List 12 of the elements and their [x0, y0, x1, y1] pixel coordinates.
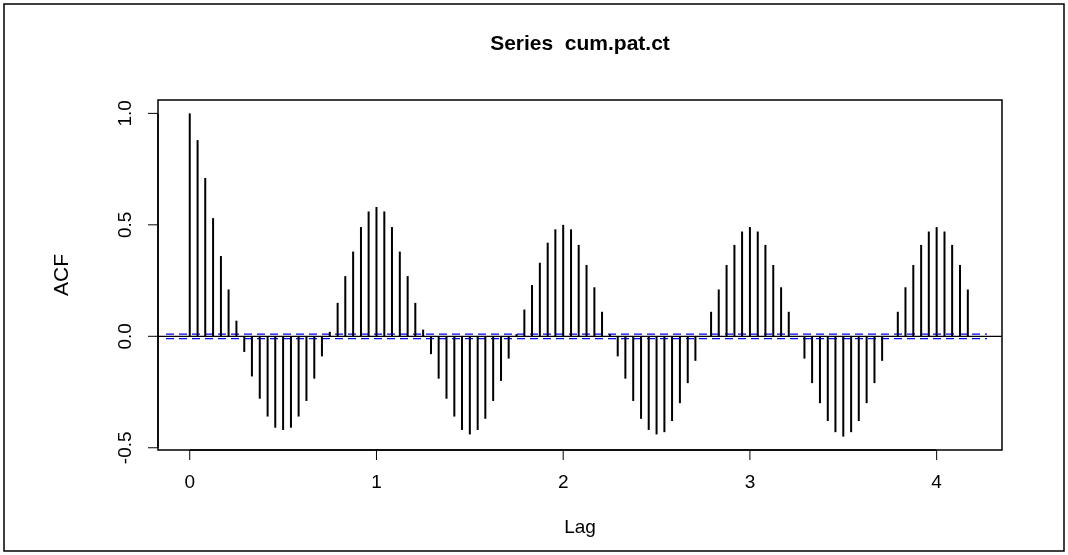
y-tick-label: 0.0: [114, 323, 135, 350]
x-tick-label: 3: [744, 471, 756, 492]
y-axis-title: ACF: [49, 254, 72, 296]
y-tick-label: -0.5: [114, 431, 135, 465]
x-tick-label: 1: [371, 471, 382, 492]
y-tick-label: 0.5: [114, 211, 135, 239]
x-tick-label: 2: [557, 471, 569, 492]
x-tick-label: 0: [184, 471, 196, 492]
x-axis-title: Lag: [564, 516, 596, 537]
chart-title: Series cum.pat.ct: [490, 31, 670, 54]
y-tick-label: 1.0: [114, 100, 135, 127]
x-tick-label: 4: [931, 471, 943, 492]
